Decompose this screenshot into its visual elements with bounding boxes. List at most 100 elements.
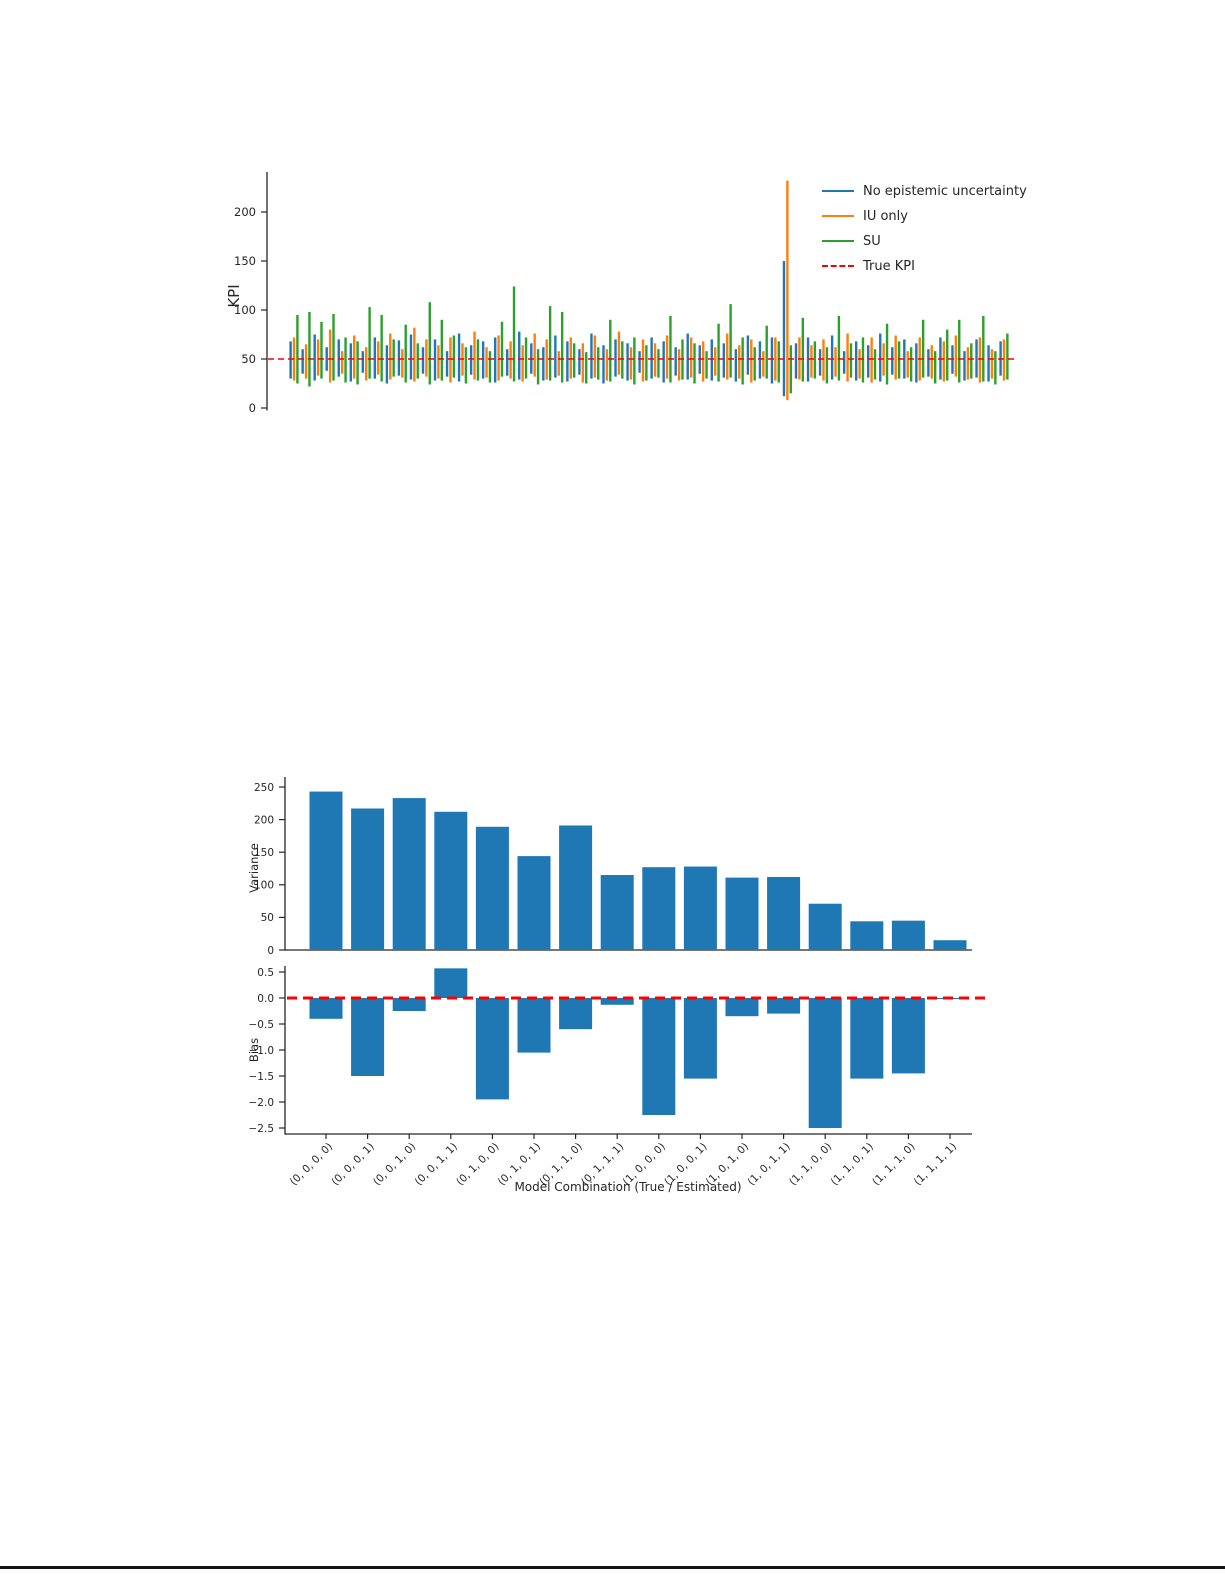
- kpi-range-bar: [404, 324, 407, 383]
- bias-bar: [392, 998, 426, 1011]
- kpi-range-bar: [669, 315, 672, 383]
- kpi-range-bar: [854, 341, 858, 381]
- kpi-y-tick-label: 100: [234, 303, 256, 317]
- kpi-range-bar: [497, 335, 500, 381]
- kpi-range-bar: [927, 349, 930, 377]
- legend-label: IU only: [863, 208, 908, 224]
- kpi-range-bar: [710, 339, 713, 381]
- kpi-range-bar: [834, 347, 837, 377]
- bottom-divider: [0, 1566, 1225, 1569]
- kpi-range-bar: [437, 345, 440, 379]
- kpi-range-bar: [392, 339, 395, 377]
- kpi-range-bar: [602, 345, 605, 384]
- kpi-range-bar: [609, 319, 612, 382]
- bias-bar: [475, 998, 509, 1100]
- legend-line-swatch-blue: [822, 190, 854, 192]
- kpi-legend: No epistemic uncertainty IU only SU True…: [822, 183, 1027, 274]
- kpi-range-bar: [548, 306, 552, 381]
- variance-bar: [808, 903, 842, 950]
- kpi-range-bar: [909, 347, 913, 382]
- kpi-range-bar: [750, 339, 753, 383]
- kpi-range-bar: [653, 343, 657, 377]
- kpi-range-bar: [734, 349, 738, 382]
- kpi-range-bar: [726, 333, 729, 380]
- x-tick-label: (1, 1, 0, 0): [787, 1141, 834, 1188]
- bias-bar: [891, 998, 925, 1074]
- kpi-range-bar: [633, 337, 636, 385]
- legend-item-true-kpi: True KPI: [822, 258, 1027, 274]
- kpi-range-bar: [356, 341, 359, 385]
- bias-bar: [642, 998, 676, 1115]
- kpi-range-bar: [605, 349, 609, 381]
- kpi-range-bar: [970, 343, 973, 379]
- x-tick-label: (0, 1, 0, 0): [454, 1141, 501, 1188]
- x-tick-label: (1, 1, 1, 0): [870, 1141, 917, 1188]
- kpi-range-bar: [621, 341, 624, 379]
- kpi-range-bar: [689, 337, 693, 378]
- kpi-range-bar: [966, 347, 970, 380]
- kpi-range-bar: [879, 333, 882, 382]
- kpi-range-bar: [674, 347, 677, 376]
- kpi-range-bar: [906, 351, 909, 378]
- legend-item-su: SU: [822, 233, 1027, 249]
- kpi-range-bar: [801, 317, 805, 382]
- kpi-range-bar: [428, 302, 431, 385]
- kpi-range-bar: [1006, 333, 1009, 380]
- kpi-range-bar: [380, 314, 383, 382]
- kpi-range-bar: [638, 351, 641, 373]
- kpi-range-bar: [782, 261, 786, 397]
- kpi-range-bar: [452, 335, 456, 378]
- kpi-range-bar: [722, 343, 726, 378]
- kpi-range-bar: [846, 333, 849, 382]
- kpi-range-bar: [701, 341, 705, 382]
- kpi-range-bar: [774, 337, 777, 381]
- variance-bar: [475, 826, 509, 950]
- kpi-range-bar: [401, 349, 404, 378]
- kpi-range-bar: [789, 345, 792, 394]
- kpi-y-tick-label: 0: [249, 401, 256, 415]
- kpi-range-bar: [650, 337, 653, 379]
- kpi-range-bar: [978, 337, 982, 383]
- x-tick-label: (0, 0, 0, 1): [329, 1141, 376, 1188]
- variance-bar: [767, 876, 801, 950]
- variance-bar: [517, 856, 551, 950]
- kpi-range-bar: [693, 343, 696, 384]
- kpi-range-bar: [545, 339, 548, 380]
- kpi-range-bar: [982, 315, 985, 382]
- kpi-range-bar: [488, 351, 492, 383]
- bias-y-tick-label: −2.5: [249, 1123, 275, 1135]
- kpi-range-bar: [842, 351, 846, 374]
- kpi-range-bar: [705, 351, 708, 379]
- kpi-range-bar: [885, 323, 889, 385]
- x-tick-label: (1, 1, 0, 1): [829, 1141, 876, 1188]
- kpi-range-bar: [457, 333, 461, 382]
- bias-bar: [808, 998, 842, 1128]
- x-tick-label: (0, 0, 0, 0): [288, 1141, 335, 1188]
- legend-line-swatch-red-dashed: [822, 265, 854, 267]
- variance-y-tick-label: 200: [254, 814, 274, 826]
- kpi-range-bar: [566, 341, 569, 382]
- kpi-range-bar: [946, 329, 949, 381]
- legend-label: True KPI: [863, 258, 915, 274]
- kpi-range-bar: [641, 339, 645, 382]
- variance-bar: [600, 875, 634, 950]
- kpi-range-bar: [313, 334, 316, 381]
- variance-bar: [850, 921, 884, 950]
- bias-bar: [517, 998, 551, 1053]
- kpi-range-bar: [942, 341, 946, 382]
- kpi-range-bar: [433, 339, 437, 381]
- kpi-range-bar: [954, 335, 958, 377]
- kpi-range-bar: [536, 349, 540, 385]
- bias-y-tick-label: −1.5: [249, 1071, 275, 1083]
- kpi-range-bar: [509, 341, 512, 379]
- kpi-range-bar: [930, 345, 933, 379]
- kpi-range-bar: [365, 347, 368, 381]
- kpi-range-bar: [921, 319, 925, 378]
- kpi-range-bar: [554, 335, 557, 378]
- kpi-range-bar: [385, 345, 389, 384]
- kpi-range-bar: [557, 351, 560, 376]
- kpi-range-bar: [332, 313, 335, 381]
- legend-item-no-epistemic: No epistemic uncertainty: [822, 183, 1027, 199]
- kpi-range-bar: [572, 343, 576, 378]
